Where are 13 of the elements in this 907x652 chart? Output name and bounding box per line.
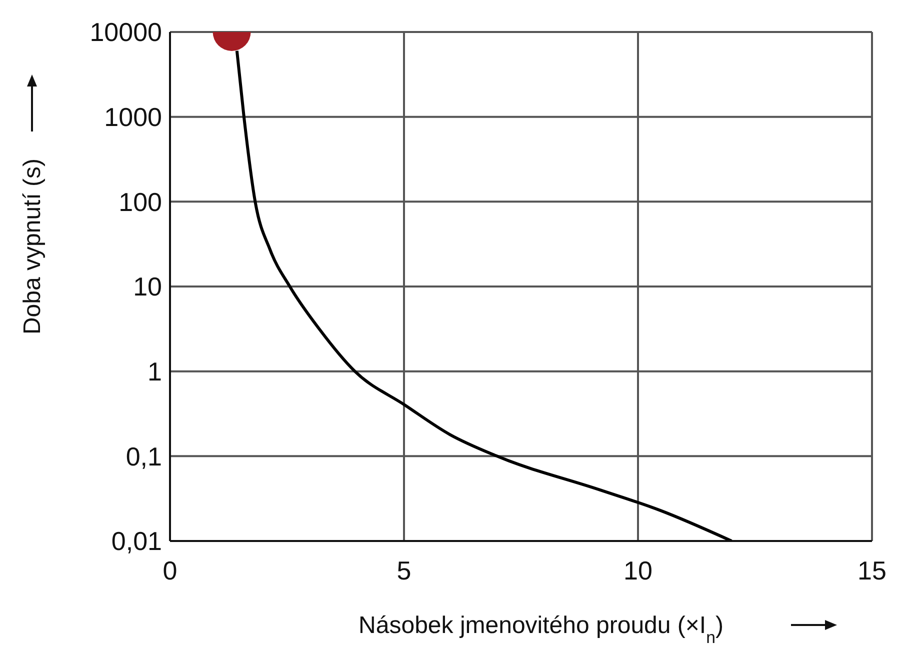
y-tick-label: 10 xyxy=(133,272,162,302)
x-tick-label: 10 xyxy=(624,555,652,586)
y-axis-title: Doba vypnutí (s) xyxy=(19,158,46,335)
y-tick-label: 1000 xyxy=(104,102,162,132)
y-tick-label: 0,1 xyxy=(126,441,162,472)
y-tick-label: 0,01 xyxy=(111,526,162,556)
x-tick-label: 5 xyxy=(396,555,412,586)
y-tick-label: 10000 xyxy=(90,17,162,48)
x-axis-title: Násobek jmenovitého proudu (×I$_{n}$) xyxy=(358,612,724,646)
y-tick-label: 100 xyxy=(118,186,162,217)
x-tick-label: 15 xyxy=(858,555,886,586)
x-tick-label: 0 xyxy=(162,555,178,586)
y-tick-label: 1 xyxy=(148,356,162,387)
